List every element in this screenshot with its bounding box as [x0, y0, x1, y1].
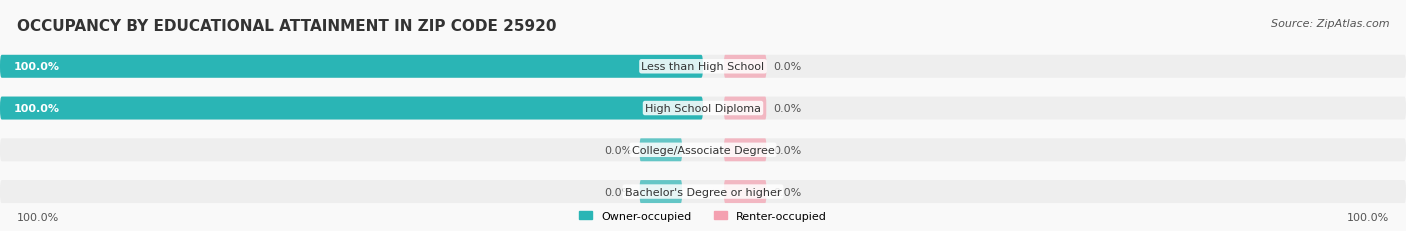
Text: 100.0%: 100.0%: [14, 103, 60, 114]
Text: High School Diploma: High School Diploma: [645, 103, 761, 114]
FancyBboxPatch shape: [0, 97, 1406, 120]
Text: College/Associate Degree: College/Associate Degree: [631, 145, 775, 155]
Text: OCCUPANCY BY EDUCATIONAL ATTAINMENT IN ZIP CODE 25920: OCCUPANCY BY EDUCATIONAL ATTAINMENT IN Z…: [17, 18, 557, 33]
FancyBboxPatch shape: [0, 139, 1406, 162]
FancyBboxPatch shape: [0, 97, 703, 120]
Text: 0.0%: 0.0%: [605, 145, 633, 155]
Legend: Owner-occupied, Renter-occupied: Owner-occupied, Renter-occupied: [575, 207, 831, 225]
Text: 0.0%: 0.0%: [605, 187, 633, 197]
FancyBboxPatch shape: [724, 139, 766, 162]
FancyBboxPatch shape: [0, 180, 1406, 203]
FancyBboxPatch shape: [724, 180, 766, 203]
Text: Less than High School: Less than High School: [641, 62, 765, 72]
FancyBboxPatch shape: [0, 55, 1406, 78]
FancyBboxPatch shape: [640, 139, 682, 162]
Text: 100.0%: 100.0%: [14, 62, 60, 72]
FancyBboxPatch shape: [0, 55, 703, 78]
Text: 0.0%: 0.0%: [773, 62, 801, 72]
Text: Source: ZipAtlas.com: Source: ZipAtlas.com: [1271, 18, 1389, 28]
FancyBboxPatch shape: [640, 180, 682, 203]
Text: 0.0%: 0.0%: [773, 187, 801, 197]
Text: 0.0%: 0.0%: [773, 103, 801, 114]
FancyBboxPatch shape: [724, 97, 766, 120]
Text: 100.0%: 100.0%: [17, 212, 59, 222]
Text: Bachelor's Degree or higher: Bachelor's Degree or higher: [624, 187, 782, 197]
Text: 0.0%: 0.0%: [773, 145, 801, 155]
Text: 100.0%: 100.0%: [1347, 212, 1389, 222]
FancyBboxPatch shape: [724, 55, 766, 78]
